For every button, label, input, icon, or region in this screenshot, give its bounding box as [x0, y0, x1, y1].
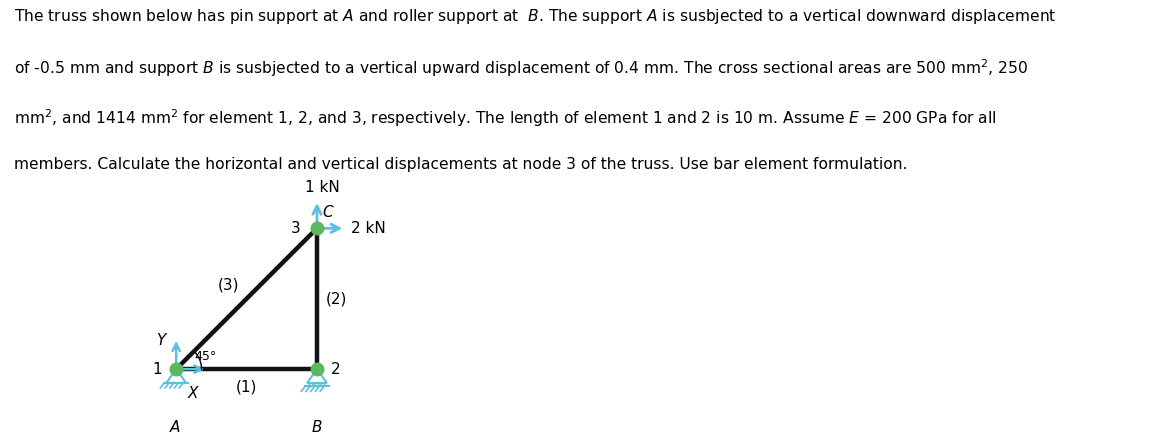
Text: 2 kN: 2 kN [351, 221, 386, 236]
Text: 2: 2 [331, 362, 340, 377]
Text: B: B [311, 420, 322, 435]
Text: of -0.5 mm and support $\mathit{B}$ is susbjected to a vertical upward displacem: of -0.5 mm and support $\mathit{B}$ is s… [14, 57, 1028, 79]
Text: C: C [323, 205, 333, 220]
Text: mm$^2$, and 1414 mm$^2$ for element 1, 2, and 3, respectively. The length of ele: mm$^2$, and 1414 mm$^2$ for element 1, 2… [14, 107, 997, 129]
Text: 1: 1 [152, 362, 163, 377]
Text: (2): (2) [326, 291, 347, 306]
Text: members. Calculate the horizontal and vertical displacements at node 3 of the tr: members. Calculate the horizontal and ve… [14, 157, 908, 172]
Text: 45°: 45° [194, 350, 216, 364]
Text: (3): (3) [218, 277, 239, 292]
Text: Y: Y [156, 333, 165, 348]
Text: 1 kN: 1 kN [305, 180, 340, 194]
Text: X: X [188, 386, 199, 401]
Text: (1): (1) [236, 380, 257, 395]
Text: A: A [170, 420, 180, 435]
Text: The truss shown below has pin support at $\mathit{A}$ and roller support at  $\m: The truss shown below has pin support at… [14, 7, 1057, 25]
Text: 3: 3 [290, 221, 300, 236]
